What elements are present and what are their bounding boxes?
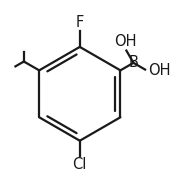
Text: B: B xyxy=(129,55,138,70)
Text: Cl: Cl xyxy=(73,157,87,172)
Text: F: F xyxy=(76,15,84,30)
Text: OH: OH xyxy=(114,34,137,49)
Text: OH: OH xyxy=(148,63,170,78)
